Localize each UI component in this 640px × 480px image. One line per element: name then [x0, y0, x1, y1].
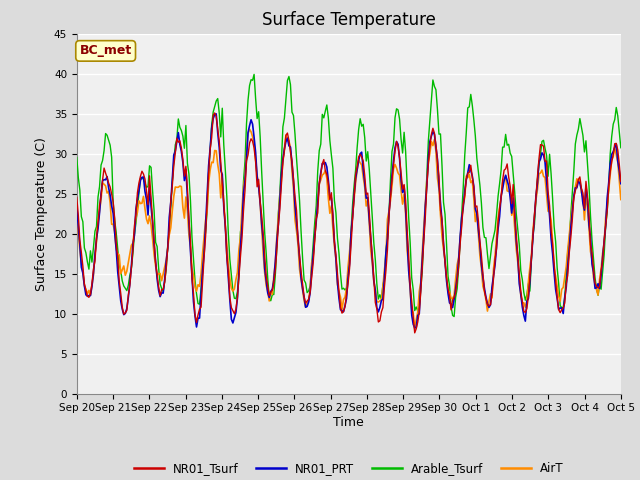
X-axis label: Time: Time [333, 416, 364, 429]
Text: BC_met: BC_met [79, 44, 132, 58]
Legend: NR01_Tsurf, NR01_PRT, Arable_Tsurf, AirT: NR01_Tsurf, NR01_PRT, Arable_Tsurf, AirT [129, 457, 568, 480]
Y-axis label: Surface Temperature (C): Surface Temperature (C) [35, 137, 48, 290]
Title: Surface Temperature: Surface Temperature [262, 11, 436, 29]
